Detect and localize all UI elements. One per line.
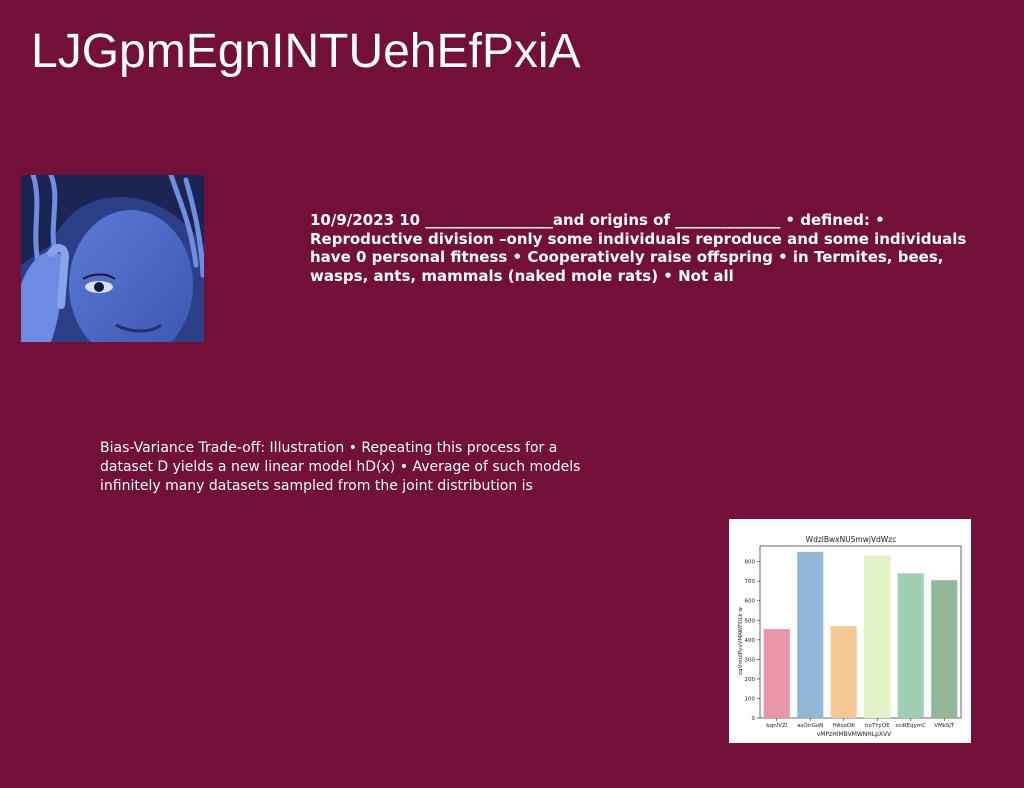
bar-chart: WdzlBwxNUSmwjVdWzc vMPzHIMBVMWNHLpXVV zq…: [729, 519, 971, 743]
y-tick-label: 600: [745, 599, 756, 605]
y-tick-label: 400: [745, 638, 756, 644]
y-tick-label: 200: [745, 677, 756, 683]
bar-chart-svg: WdzlBwxNUSmwjVdWzc vMPzHIMBVMWNHLpXVV zq…: [738, 535, 962, 738]
y-tick-label: 0: [752, 716, 756, 722]
y-axis-label: zqVmuIPyvVMAWFDLk w: [738, 607, 744, 675]
bar: [830, 626, 857, 718]
chart-title: WdzlBwxNUSmwjVdWzc: [806, 535, 897, 544]
bar: [897, 573, 924, 718]
y-tick-label: 700: [745, 579, 756, 585]
x-axis-label: vMPzHIMBVMWNHLpXVV: [817, 731, 892, 738]
x-tick-label: VMkSjT: [934, 723, 955, 729]
bar: [864, 555, 891, 718]
plot-frame: [759, 545, 962, 719]
x-tick-label: bqnlVZl: [766, 723, 788, 729]
x-tick-label: hoTYyQE: [865, 723, 890, 729]
bar: [797, 551, 824, 718]
x-tick-label: asOirGoN: [797, 723, 823, 729]
text-block-light: Bias-Variance Trade-off: Illustration • …: [100, 440, 581, 494]
y-tick-label: 100: [745, 696, 756, 702]
text-block-bold: 10/9/2023 10 _________________and origin…: [310, 211, 967, 285]
slide-title: LJGpmEgnINTUehEfPxiA: [31, 25, 581, 78]
x-tick-label: HAxoDK: [833, 723, 856, 729]
x-tick-label: sciREqymC: [895, 723, 926, 729]
bar: [763, 629, 790, 718]
portrait-image: [21, 175, 204, 342]
y-tick-label: 500: [745, 618, 756, 624]
portrait-photo: [21, 175, 204, 342]
bar: [931, 580, 958, 718]
y-tick-label: 800: [745, 560, 756, 566]
y-tick-label: 300: [745, 657, 756, 663]
